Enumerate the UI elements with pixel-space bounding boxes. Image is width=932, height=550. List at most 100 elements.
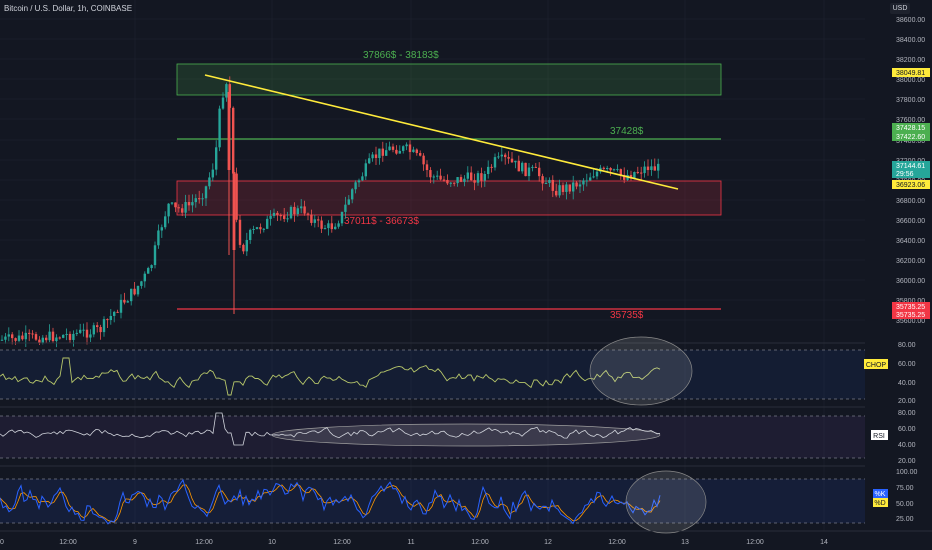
- time-axis-label: 10: [268, 539, 276, 546]
- candle-body: [7, 334, 10, 337]
- price-badge: [892, 310, 930, 319]
- rsi-axis-label: 60.00: [898, 426, 916, 433]
- candle-body: [327, 223, 330, 229]
- candle-body: [249, 229, 252, 241]
- stoch-d-label: %D: [874, 500, 885, 507]
- candle-body: [490, 166, 493, 168]
- candle-body: [548, 179, 551, 183]
- candle-body: [391, 146, 395, 150]
- candlestick-series: [0, 76, 660, 348]
- candle-body: [330, 223, 333, 230]
- candle-body: [497, 156, 500, 158]
- candle-body: [371, 154, 374, 159]
- stoch-axis-label: 50.00: [896, 501, 914, 508]
- candle-body: [48, 331, 51, 341]
- candle-body: [470, 172, 473, 181]
- candle-body: [317, 219, 320, 221]
- candle-body: [592, 176, 595, 178]
- candle-body: [34, 334, 38, 340]
- candle-body: [555, 190, 558, 196]
- oscillator-axes: 80.00 60.00 40.00 20.00 80.00 60.00 40.00 20.00…: [896, 342, 918, 523]
- candle-body: [286, 218, 289, 220]
- candle-body: [92, 325, 95, 335]
- candle-body: [381, 148, 384, 156]
- rsi-label: RSI: [873, 433, 885, 440]
- candle-body: [602, 167, 605, 169]
- candle-body: [245, 240, 248, 252]
- candle-body: [187, 202, 191, 206]
- candle-body: [130, 288, 133, 302]
- candle-body: [215, 147, 218, 170]
- candle-body: [378, 148, 381, 159]
- candle-body: [269, 215, 272, 219]
- candle-body: [606, 168, 609, 170]
- chop-axis-label: 60.00: [898, 361, 916, 368]
- candle-body: [89, 334, 92, 338]
- candle-body: [227, 92, 231, 170]
- candle-body: [313, 219, 316, 223]
- symbol-title[interactable]: Bitcoin / U.S. Dollar, 1h, COINBASE: [4, 4, 133, 13]
- candle-body: [419, 153, 422, 156]
- trendline[interactable]: [204, 74, 679, 190]
- candle-body: [11, 334, 14, 339]
- stoch-highlight-ellipse[interactable]: [625, 470, 707, 534]
- candle-body: [119, 299, 123, 313]
- candle-body: [17, 335, 21, 341]
- candle-body: [153, 245, 157, 266]
- candle-body: [174, 202, 177, 208]
- candle-body: [99, 327, 102, 333]
- time-axis-label: 12: [544, 539, 552, 546]
- candle-body: [565, 184, 568, 192]
- currency-button[interactable]: USD: [890, 3, 910, 14]
- candle-body: [82, 329, 85, 331]
- price-badge: [892, 68, 930, 77]
- candle-body: [211, 169, 214, 178]
- stoch-k-label: %K: [875, 491, 886, 498]
- candle-body: [208, 177, 211, 187]
- top-resistance-zone[interactable]: [176, 63, 722, 96]
- candle-body: [517, 160, 520, 172]
- candle-body: [538, 167, 541, 177]
- candle-body: [412, 149, 415, 153]
- candle-body: [235, 173, 238, 220]
- chop-axis-label: 40.00: [898, 380, 916, 387]
- candle-body: [167, 203, 170, 217]
- time-axis[interactable]: 0 12:00 9 12:00 10 12:00 11 12:00 12 12:00 13 12:00…: [0, 539, 828, 546]
- candle-body: [194, 198, 197, 203]
- chop-axis-label: 80.00: [898, 342, 916, 349]
- rsi-line: [0, 412, 661, 446]
- candle-body: [585, 180, 588, 182]
- candle-body: [531, 166, 534, 168]
- price-axis-label: 38000.00: [896, 77, 925, 84]
- candle-body: [296, 208, 299, 215]
- candle-body: [388, 146, 391, 151]
- candle-body: [483, 174, 486, 181]
- top-zone-label: 37866$ - 38183$: [363, 50, 439, 61]
- price-badge: [892, 169, 930, 178]
- candle-body: [28, 332, 31, 334]
- candle-body: [201, 198, 204, 200]
- candle-body: [337, 223, 340, 227]
- candle-body: [551, 179, 554, 191]
- candle-body: [568, 184, 571, 192]
- candle-body: [521, 162, 524, 172]
- candle-body: [4, 336, 7, 340]
- candle-body: [636, 172, 639, 174]
- stoch-d-badge: [873, 498, 888, 507]
- price-badge: [892, 132, 930, 141]
- candle-body: [113, 311, 116, 316]
- rsi-axis-label: 40.00: [898, 442, 916, 449]
- price-badge-text: 36923.06: [896, 182, 925, 189]
- candle-body: [344, 204, 347, 212]
- candle-body: [558, 185, 561, 196]
- candle-body: [303, 206, 306, 214]
- support-label: 35735$: [610, 310, 644, 321]
- candle-body: [242, 244, 245, 252]
- stoch-axis-label: 100.00: [896, 469, 918, 476]
- chop-highlight-ellipse[interactable]: [589, 336, 693, 406]
- mid-zone[interactable]: [176, 180, 722, 216]
- candle-body: [72, 333, 75, 340]
- candle-body: [541, 176, 544, 184]
